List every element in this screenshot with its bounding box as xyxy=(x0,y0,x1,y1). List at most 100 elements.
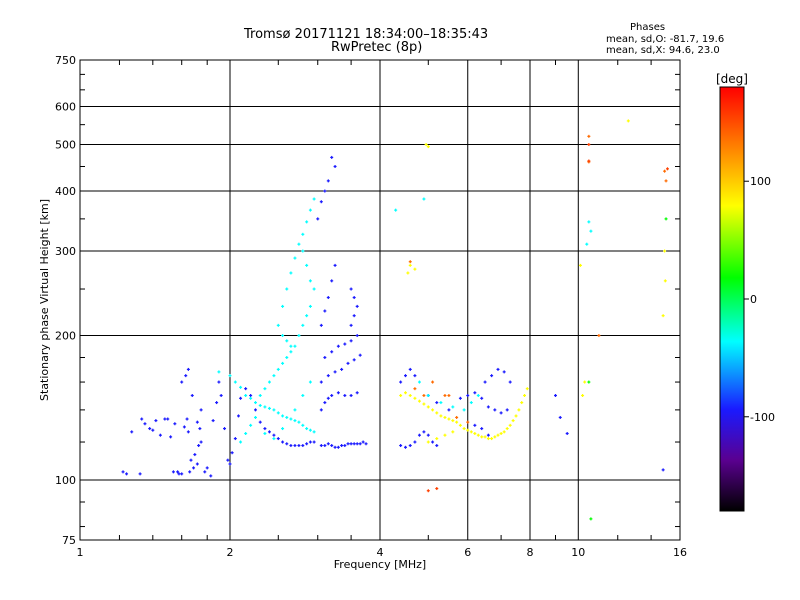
data-point xyxy=(587,159,591,163)
data-point xyxy=(209,474,213,478)
data-point xyxy=(435,437,439,441)
data-point xyxy=(578,263,582,267)
data-point xyxy=(403,391,407,395)
data-point xyxy=(158,433,162,437)
data-point xyxy=(281,427,285,431)
data-point xyxy=(352,314,356,318)
data-point xyxy=(408,260,412,264)
data-point xyxy=(198,427,202,431)
data-point xyxy=(297,334,301,338)
data-point xyxy=(166,417,170,421)
x-tick-label: 4 xyxy=(377,546,384,559)
x-tick-label: 6 xyxy=(464,546,471,559)
data-point xyxy=(355,442,359,446)
data-point xyxy=(211,419,215,423)
data-point xyxy=(197,444,201,448)
data-point xyxy=(493,435,497,439)
data-point xyxy=(458,396,462,400)
data-point xyxy=(336,344,340,348)
data-point xyxy=(426,145,430,149)
data-point xyxy=(422,197,426,201)
data-point xyxy=(355,334,359,338)
data-point xyxy=(316,217,320,221)
data-point xyxy=(301,394,305,398)
data-point xyxy=(173,422,177,426)
data-point xyxy=(431,408,435,412)
data-point xyxy=(346,442,350,446)
y-tick-label: 750 xyxy=(55,54,76,67)
data-point xyxy=(143,422,147,426)
chart-title-line1: Tromsø 20171121 18:34:00–18:35:43 xyxy=(244,27,489,42)
data-point xyxy=(426,394,430,398)
data-point xyxy=(319,444,323,448)
data-point xyxy=(293,419,297,423)
data-point xyxy=(422,402,426,406)
data-point xyxy=(349,323,353,327)
x-tick-label: 8 xyxy=(527,546,534,559)
data-point xyxy=(297,242,301,246)
data-point xyxy=(352,442,356,446)
data-point xyxy=(308,440,312,444)
data-point xyxy=(253,415,257,419)
colorbar-unit: [deg] xyxy=(716,72,748,86)
data-point xyxy=(230,451,234,455)
data-point xyxy=(413,374,417,378)
data-point xyxy=(263,427,267,431)
data-point xyxy=(352,358,356,362)
data-point xyxy=(597,334,601,338)
data-point xyxy=(589,517,593,521)
y-tick-label: 400 xyxy=(55,185,76,198)
x-tick-label: 1 xyxy=(77,546,84,559)
data-point xyxy=(466,394,470,398)
data-point xyxy=(276,411,280,415)
data-point xyxy=(289,271,293,275)
x-tick-label: 10 xyxy=(571,546,585,559)
data-point xyxy=(462,408,466,412)
data-point xyxy=(525,387,529,391)
data-point xyxy=(486,433,490,437)
data-point xyxy=(447,394,451,398)
phases-label: Phases xyxy=(630,22,666,33)
data-point xyxy=(413,396,417,400)
data-point xyxy=(289,344,293,348)
data-point xyxy=(443,394,447,398)
data-point xyxy=(223,427,227,431)
data-point xyxy=(312,440,316,444)
y-tick-label: 75 xyxy=(62,534,76,547)
data-point xyxy=(358,353,362,357)
data-point xyxy=(431,380,435,384)
data-point xyxy=(323,444,327,448)
data-point xyxy=(319,200,323,204)
data-point xyxy=(473,423,477,427)
data-point xyxy=(583,380,587,384)
data-point xyxy=(333,370,337,374)
data-point xyxy=(258,394,262,398)
data-point xyxy=(323,401,327,405)
data-point xyxy=(508,423,512,427)
data-point xyxy=(349,394,353,398)
data-point xyxy=(435,487,439,491)
plot-frame xyxy=(79,59,681,541)
data-point xyxy=(426,405,430,409)
data-point xyxy=(171,470,175,474)
data-point xyxy=(417,433,421,437)
data-point xyxy=(426,489,430,493)
data-point xyxy=(486,405,490,409)
data-point xyxy=(272,374,276,378)
data-point xyxy=(447,408,451,412)
data-point xyxy=(138,472,142,476)
data-point xyxy=(330,444,334,448)
data-point xyxy=(293,408,297,412)
data-point xyxy=(336,445,340,449)
data-point xyxy=(281,334,285,338)
data-point xyxy=(330,350,334,354)
data-point xyxy=(480,435,484,439)
data-point xyxy=(148,427,152,431)
data-point xyxy=(301,444,305,448)
data-point xyxy=(349,339,353,343)
data-point xyxy=(451,405,455,409)
data-point xyxy=(228,374,232,378)
data-point xyxy=(343,444,347,448)
data-point xyxy=(661,468,665,472)
data-point xyxy=(308,380,312,384)
